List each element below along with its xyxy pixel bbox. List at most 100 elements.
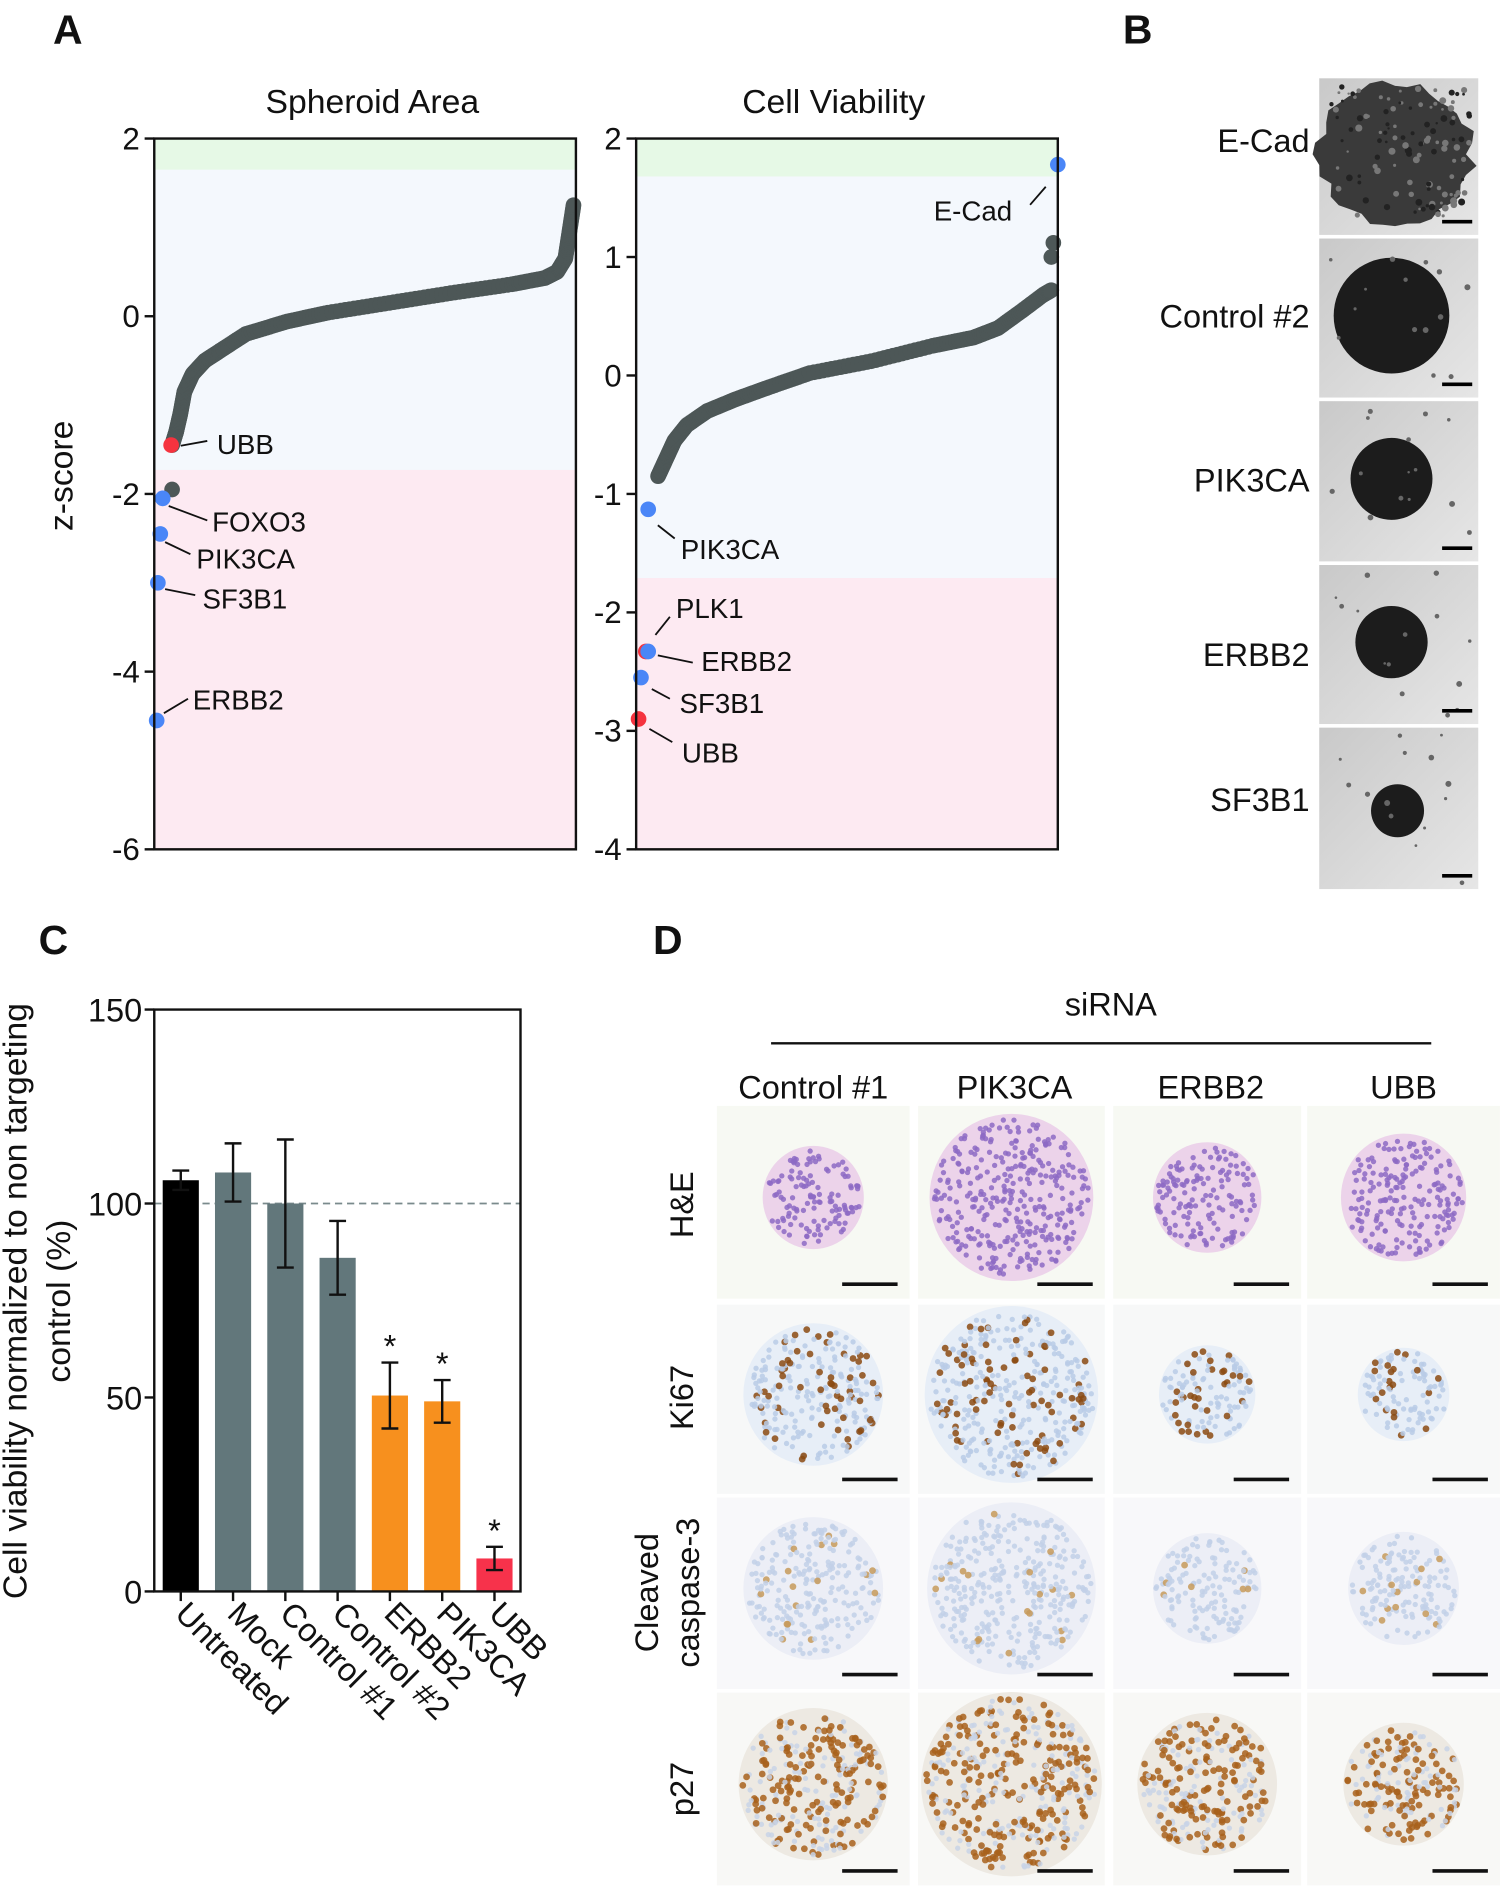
nucleus	[1008, 1196, 1015, 1202]
nucleus	[780, 1429, 786, 1435]
texture-dot	[1455, 91, 1460, 97]
y-tick-label: -2	[112, 477, 140, 512]
stained-nucleus	[1223, 1798, 1231, 1805]
nucleus	[995, 1372, 1001, 1379]
nucleus	[1208, 1415, 1214, 1421]
nucleus	[1181, 1213, 1187, 1220]
nucleus	[992, 1565, 999, 1572]
nucleus	[1417, 1164, 1424, 1171]
nucleus	[1004, 1124, 1010, 1130]
nucleus	[1019, 1440, 1026, 1446]
nucleus	[1205, 1367, 1211, 1373]
nucleus	[1380, 1244, 1386, 1250]
nucleus	[948, 1543, 954, 1549]
nucleus	[1406, 1230, 1413, 1236]
nucleus	[784, 1535, 791, 1541]
stained-nucleus	[795, 1830, 802, 1838]
nucleus	[1407, 1558, 1413, 1565]
nucleus	[782, 1594, 789, 1600]
nucleus	[846, 1786, 853, 1793]
nucleus	[1191, 1162, 1197, 1168]
nucleus	[1223, 1567, 1229, 1573]
gene-annotations	[163, 440, 208, 714]
stained-nucleus	[739, 1781, 747, 1789]
nucleus	[1157, 1209, 1163, 1215]
nucleus	[811, 1636, 818, 1642]
nucleus	[1015, 1224, 1022, 1230]
stained-nucleus	[1068, 1394, 1076, 1402]
nucleus	[965, 1452, 972, 1458]
nucleus	[1195, 1746, 1202, 1753]
nucleus	[1066, 1162, 1072, 1168]
nucleus	[1214, 1730, 1220, 1736]
nucleus	[1029, 1166, 1035, 1172]
stained-nucleus	[981, 1397, 988, 1405]
nucleus	[1219, 1243, 1226, 1249]
hit-band-low	[154, 469, 576, 850]
nucleus	[1225, 1236, 1231, 1242]
stained-nucleus	[785, 1774, 793, 1781]
nucleus	[993, 1264, 999, 1271]
nucleus	[1025, 1555, 1032, 1561]
nucleus	[805, 1398, 812, 1404]
stained-nucleus	[971, 1803, 979, 1811]
nucleus	[842, 1344, 848, 1350]
nucleus	[782, 1558, 788, 1565]
nucleus	[1370, 1158, 1377, 1165]
nucleus	[1225, 1176, 1231, 1183]
nucleus	[970, 1196, 976, 1203]
stained-nucleus	[839, 1741, 847, 1749]
nucleus	[1401, 1548, 1408, 1555]
stained-nucleus	[1056, 1743, 1063, 1751]
nucleus	[834, 1418, 840, 1424]
texture-dot	[1418, 207, 1421, 211]
nucleus	[1403, 1166, 1409, 1172]
stained-nucleus	[995, 1833, 1003, 1840]
texture-dot	[1418, 102, 1424, 108]
nucleus	[1381, 1145, 1387, 1152]
texture-dot	[1452, 158, 1457, 163]
nucleus	[838, 1229, 845, 1235]
nucleus	[1401, 1194, 1407, 1200]
stained-nucleus	[752, 1800, 760, 1808]
nucleus	[831, 1163, 837, 1169]
stained-nucleus	[1350, 1763, 1358, 1771]
nucleus	[1388, 1188, 1394, 1194]
nucleus	[1389, 1206, 1395, 1212]
nucleus	[1241, 1604, 1247, 1610]
stained-nucleus	[1428, 1752, 1436, 1760]
nucleus	[1420, 1392, 1426, 1398]
nucleus	[1373, 1595, 1380, 1601]
nucleus	[1195, 1221, 1202, 1227]
nucleus	[1037, 1390, 1044, 1396]
stained-nucleus	[844, 1436, 852, 1443]
nucleus	[978, 1265, 985, 1271]
nucleus	[1241, 1390, 1247, 1396]
nucleus	[988, 1550, 994, 1557]
stained-nucleus	[822, 1817, 830, 1824]
nucleus	[841, 1562, 848, 1569]
nucleus	[995, 1598, 1001, 1604]
nucleus	[948, 1576, 954, 1582]
texture-dot	[1388, 147, 1396, 155]
nucleus	[1233, 1163, 1239, 1169]
nucleus	[766, 1354, 772, 1360]
nucleus	[1033, 1225, 1040, 1231]
stained-nucleus	[1065, 1760, 1073, 1767]
nucleus	[1421, 1597, 1427, 1603]
nucleus	[1211, 1605, 1217, 1611]
nucleus	[1420, 1606, 1426, 1612]
nucleus	[1071, 1402, 1078, 1408]
nucleus	[1043, 1592, 1050, 1598]
debris-dot	[1338, 757, 1342, 761]
stained-nucleus	[786, 1789, 794, 1796]
nucleus	[978, 1331, 984, 1337]
nucleus	[1190, 1228, 1196, 1234]
nucleus	[1168, 1163, 1174, 1170]
nucleus	[997, 1243, 1003, 1249]
nucleus	[1179, 1791, 1185, 1797]
nucleus	[811, 1205, 817, 1211]
hit-band-low	[636, 578, 1058, 850]
stained-nucleus	[874, 1763, 882, 1770]
nucleus	[943, 1611, 949, 1618]
